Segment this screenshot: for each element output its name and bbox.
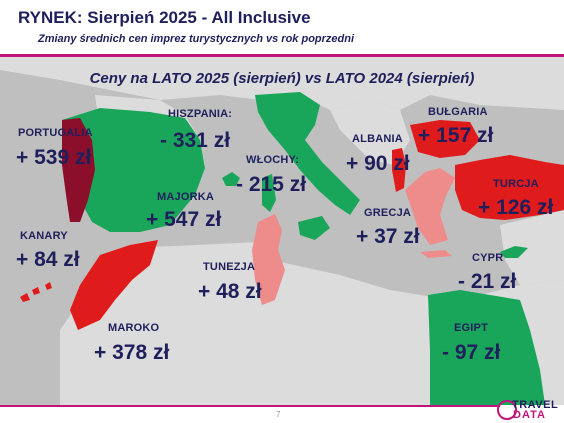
price-cypr: - 21 zł	[458, 270, 517, 293]
shape-maroko	[70, 240, 158, 330]
shape-bulgaria	[410, 120, 480, 158]
label-grecja: GRECJA	[364, 207, 412, 219]
price-bulgaria: + 157 zł	[418, 124, 494, 147]
price-grecja: + 37 zł	[356, 225, 420, 248]
shape-wlochy	[255, 92, 360, 215]
travel-data-logo: TRAVEL DATA	[497, 398, 563, 422]
price-maroko: + 378 zł	[94, 341, 170, 364]
shape-majorka	[222, 172, 240, 186]
price-wlochy: - 215 zł	[236, 173, 307, 196]
slide-header: RYNEK: Sierpień 2025 - All Inclusive Zmi…	[0, 0, 564, 56]
page-number: 7	[276, 410, 281, 419]
label-hiszpania: HISZPANIA:	[168, 108, 233, 120]
price-albania: + 90 zł	[346, 152, 410, 175]
price-turcja: + 126 zł	[478, 196, 554, 219]
price-kanary: + 84 zł	[16, 248, 80, 271]
label-turcja: TURCJA	[493, 178, 539, 190]
label-wlochy: WŁOCHY:	[246, 154, 300, 166]
price-portugalia: + 539 zł	[16, 146, 92, 169]
footer-divider	[0, 405, 500, 407]
label-cypr: CYPR	[472, 252, 504, 264]
land-balkans	[330, 100, 410, 165]
label-bulgaria: BUŁGARIA	[428, 106, 488, 118]
land-middle-east	[500, 210, 564, 285]
shape-grecja	[405, 168, 455, 245]
label-tunezja: TUNEZJA	[203, 261, 256, 273]
price-tunezja: + 48 zł	[198, 280, 262, 303]
slide-title: RYNEK: Sierpień 2025 - All Inclusive	[18, 8, 311, 27]
header-divider	[0, 54, 564, 57]
label-kanary: KANARY	[20, 230, 68, 242]
land-libya	[280, 262, 425, 405]
shape-turcja	[455, 155, 564, 220]
label-portugalia: PORTUGALIA	[18, 127, 93, 139]
price-egipt: - 97 zł	[442, 341, 501, 364]
shape-kreta	[420, 250, 452, 258]
slide-subtitle: Zmiany średnich cen imprez turystycznych…	[38, 33, 355, 45]
mediterranean-map	[0, 57, 564, 405]
price-hiszpania: - 331 zł	[160, 129, 231, 152]
shape-albania	[392, 148, 406, 192]
logo-text-travel: TRAVEL	[512, 399, 559, 411]
label-egipt: EGIPT	[454, 322, 489, 334]
shape-egipt	[428, 290, 545, 405]
label-maroko: MAROKO	[108, 322, 160, 334]
shape-cypr	[500, 246, 528, 258]
logo-circle-icon	[497, 400, 517, 420]
shape-hiszpania	[62, 108, 205, 232]
label-albania: ALBANIA	[352, 133, 403, 145]
shape-kanary	[20, 282, 52, 302]
map-heading: Ceny na LATO 2025 (sierpień) vs LATO 202…	[89, 70, 475, 87]
label-majorka: MAJORKA	[157, 191, 215, 203]
land-europe-north	[0, 57, 564, 110]
logo-text-data: DATA	[513, 409, 546, 421]
shape-sycylia	[298, 216, 330, 240]
price-majorka: + 547 zł	[146, 208, 222, 231]
land-algeria	[130, 242, 265, 340]
shape-tunezja	[252, 214, 285, 305]
shape-portugalia	[62, 118, 95, 222]
shape-sardynia	[262, 174, 276, 212]
